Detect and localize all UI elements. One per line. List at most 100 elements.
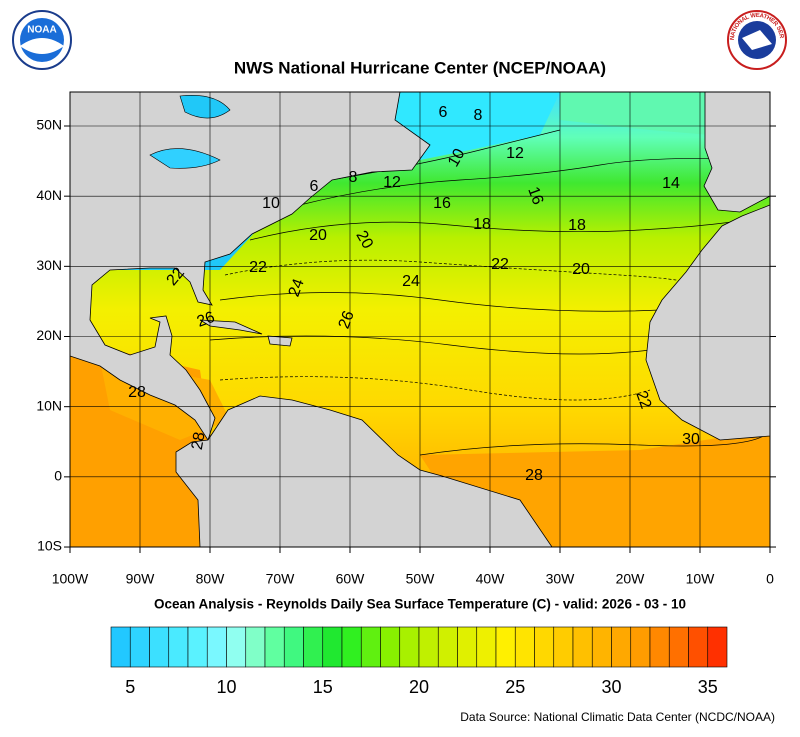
colorbar: 5 10 15 20 25 30 35 [110, 626, 728, 697]
lat-label: 30N [36, 257, 62, 273]
colorbar-swatch [206, 626, 227, 668]
lon-label: 80W [196, 571, 226, 587]
colorbar-swatch [514, 626, 535, 668]
contour-label: 22 [249, 259, 267, 276]
colorbar-swatch [553, 626, 574, 668]
colorbar-swatch [476, 626, 497, 668]
contour-label: 6 [439, 104, 448, 121]
title: NWS National Hurricane Center (NCEP/NOAA… [234, 58, 606, 77]
contour-label: 28 [189, 431, 209, 452]
contour-label: 18 [568, 217, 586, 234]
contour-label: 18 [473, 216, 491, 233]
colorbar-swatch [129, 626, 150, 668]
colorbar-swatch [437, 626, 458, 668]
colorbar-swatch [688, 626, 709, 668]
axis-labels: 50N 40N 30N 20N 10N 0 10S 100W 90W 80W 70W 60W 50W 40… [36, 117, 776, 587]
lon-label: 30W [546, 571, 576, 587]
land [70, 92, 770, 547]
colorbar-swatch [226, 626, 247, 668]
lon-label: 20W [616, 571, 646, 587]
colorbar-swatch [380, 626, 401, 668]
colorbar-swatch [649, 626, 670, 668]
contour-label: 24 [402, 273, 420, 290]
contour-label: 10 [262, 195, 280, 212]
colorbar-swatch [322, 626, 343, 668]
colorbar-swatch [283, 626, 304, 668]
colorbar-label: 20 [409, 677, 429, 697]
colorbar-swatch [534, 626, 555, 668]
colorbar-swatch [572, 626, 593, 668]
colorbar-label: 5 [125, 677, 135, 697]
great-lakes [149, 148, 221, 169]
data-source: Data Source: National Climatic Data Cent… [460, 710, 775, 724]
contour-label: 14 [662, 175, 680, 192]
colorbar-swatch [149, 626, 170, 668]
colorbar-swatch [457, 626, 478, 668]
contour-label: 22 [491, 256, 509, 273]
colorbar-swatch [495, 626, 516, 668]
contour-label: 20 [309, 227, 327, 244]
colorbar-label: 30 [601, 677, 621, 697]
colorbar-swatch [187, 626, 208, 668]
lat-label: 50N [36, 117, 62, 133]
colorbar-swatch [418, 626, 439, 668]
contour-label: 28 [128, 384, 146, 401]
lon-label: 50W [406, 571, 436, 587]
colorbar-swatch [168, 626, 189, 668]
lon-label: 0 [766, 571, 774, 587]
colorbar-swatch [264, 626, 285, 668]
contour-label: 12 [383, 174, 401, 191]
contour-label: 20 [572, 261, 590, 278]
lat-label: 40N [36, 187, 62, 203]
colorbar-swatch [591, 626, 612, 668]
colorbar-swatch [707, 626, 728, 668]
colorbar-swatch [668, 626, 689, 668]
lon-label: 70W [266, 571, 296, 587]
contour-label: 16 [524, 185, 546, 208]
colorbar-label: 35 [698, 677, 718, 697]
lat-label: 10S [37, 538, 62, 554]
map: 6 8 10 12 14 6 8 12 10 16 16 18 18 20 20 22 22 20 24 24 22 26… [70, 92, 770, 547]
contour-label: 20 [352, 228, 376, 252]
lat-label: 0 [54, 468, 62, 484]
noaa-logo: NOAA [12, 10, 72, 70]
colorbar-swatch [360, 626, 381, 668]
colorbar-swatch [611, 626, 632, 668]
lon-label: 40W [476, 571, 506, 587]
europe [703, 92, 770, 213]
colorbar-label: 25 [505, 677, 525, 697]
hudson-bay [179, 95, 231, 119]
colorbar-swatch [245, 626, 266, 668]
colorbar-swatch [399, 626, 420, 668]
lon-label: 10W [686, 571, 716, 587]
contour-label: 8 [474, 107, 483, 124]
north-america [70, 92, 431, 441]
caption: Ocean Analysis - Reynolds Daily Sea Surf… [154, 597, 686, 612]
contour-label: 26 [195, 309, 218, 331]
lat-label: 20N [36, 327, 62, 343]
contour-labels: 6 8 10 12 14 6 8 12 10 16 16 18 18 20 20 22 22 20 24 24 22 26… [128, 104, 700, 484]
africa [645, 204, 770, 441]
contour-label: 22 [632, 389, 654, 412]
colorbar-label: 10 [216, 677, 236, 697]
lon-label: 60W [336, 571, 366, 587]
lon-label: 90W [126, 571, 156, 587]
cuba [199, 319, 263, 335]
grid [70, 92, 770, 547]
nws-logo-text: NATIONAL WEATHER SERVICE [0, 0, 785, 40]
contour-label: 24 [286, 277, 308, 300]
contour-label: 8 [349, 169, 358, 186]
contour-label: 12 [506, 145, 524, 162]
lon-label: 100W [52, 571, 89, 587]
colorbar-swatch [630, 626, 651, 668]
colorbar-swatch [110, 626, 131, 668]
contour-label: 16 [433, 195, 451, 212]
nws-logo-ring: NATIONAL WEATHER SERVICE [0, 0, 785, 40]
contour-label: 26 [336, 309, 358, 332]
lat-label: 10N [36, 397, 62, 413]
colorbar-swatch [341, 626, 362, 668]
contour-label: 6 [310, 178, 319, 195]
colorbar-swatch [303, 626, 324, 668]
contour-label: 30 [682, 431, 700, 448]
